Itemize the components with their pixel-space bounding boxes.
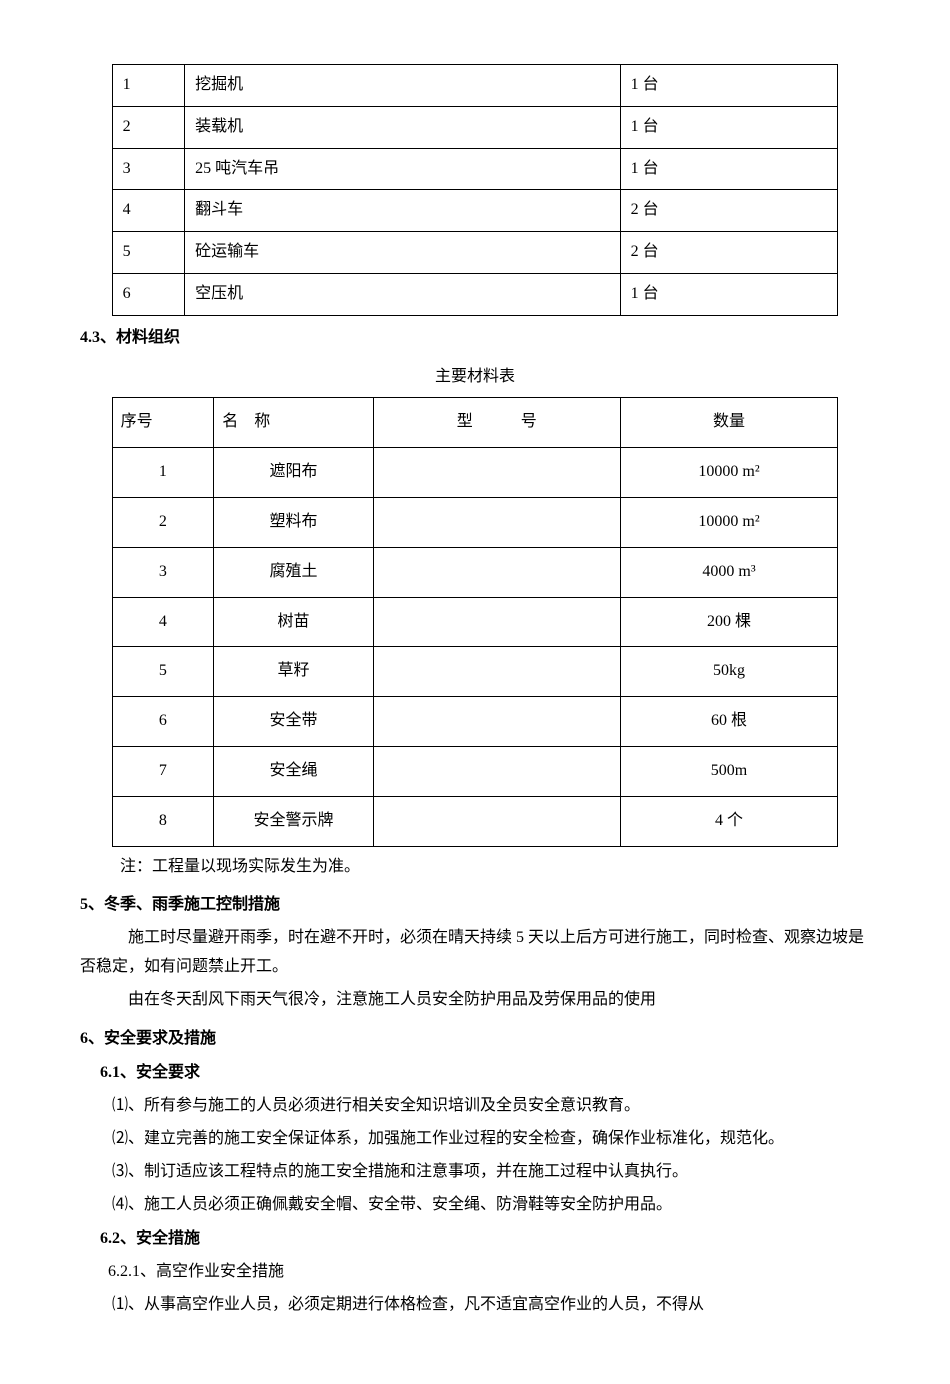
equip-qty: 1 台	[620, 106, 838, 148]
mat-name: 安全警示牌	[214, 796, 374, 846]
materials-note: 注：工程量以现场实际发生为准。	[120, 853, 870, 882]
materials-table-body: 序号 名 称 型 号 数量 1 遮阳布 10000 m² 2 塑料布 10000…	[112, 398, 838, 846]
table-row: 3 腐殖土 4000 m³	[112, 547, 838, 597]
equip-num: 1	[112, 65, 185, 107]
equip-qty: 1 台	[620, 148, 838, 190]
materials-table: 序号 名 称 型 号 数量 1 遮阳布 10000 m² 2 塑料布 10000…	[112, 397, 839, 846]
equip-name: 25 吨汽车吊	[185, 148, 620, 190]
section-6-1-item-3: ⑶、制订适应该工程特点的施工安全措施和注意事项，并在施工过程中认真执行。	[112, 1158, 870, 1187]
table-row: 5 草籽 50kg	[112, 647, 838, 697]
col-model: 型 号	[373, 398, 620, 448]
mat-qty: 200 棵	[620, 597, 838, 647]
equip-qty: 2 台	[620, 190, 838, 232]
equip-qty: 1 台	[620, 65, 838, 107]
mat-model	[373, 448, 620, 498]
equip-name: 砼运输车	[185, 232, 620, 274]
materials-table-caption: 主要材料表	[80, 363, 870, 392]
table-row: 5 砼运输车 2 台	[112, 232, 838, 274]
equip-num: 5	[112, 232, 185, 274]
section-6-1-item-1: ⑴、所有参与施工的人员必须进行相关安全知识培训及全员安全意识教育。	[112, 1092, 870, 1121]
table-row: 2 塑料布 10000 m²	[112, 497, 838, 547]
table-row: 8 安全警示牌 4 个	[112, 796, 838, 846]
mat-qty: 4000 m³	[620, 547, 838, 597]
section-5-para-1: 施工时尽量避开雨季，时在避不开时，必须在晴天持续 5 天以上后方可进行施工，同时…	[80, 924, 870, 982]
equip-name: 装载机	[185, 106, 620, 148]
table-row: 4 树苗 200 棵	[112, 597, 838, 647]
equip-qty: 2 台	[620, 232, 838, 274]
mat-name: 安全带	[214, 697, 374, 747]
section-6-1-item-4: ⑷、施工人员必须正确佩戴安全帽、安全带、安全绳、防滑鞋等安全防护用品。	[112, 1191, 870, 1220]
mat-name: 塑料布	[214, 497, 374, 547]
table-row: 2 装载机 1 台	[112, 106, 838, 148]
mat-name: 腐殖土	[214, 547, 374, 597]
section-4-3-heading: 4.3、材料组织	[80, 324, 870, 353]
section-6-2-1-item-1: ⑴、从事高空作业人员，必须定期进行体格检查，凡不适宜高空作业的人员，不得从	[112, 1291, 870, 1320]
mat-qty: 4 个	[620, 796, 838, 846]
mat-num: 1	[112, 448, 214, 498]
table-header-row: 序号 名 称 型 号 数量	[112, 398, 838, 448]
table-row: 7 安全绳 500m	[112, 746, 838, 796]
equip-num: 4	[112, 190, 185, 232]
mat-name: 树苗	[214, 597, 374, 647]
mat-model	[373, 697, 620, 747]
mat-name: 安全绳	[214, 746, 374, 796]
table-row: 6 安全带 60 根	[112, 697, 838, 747]
equip-name: 空压机	[185, 273, 620, 315]
mat-qty: 50kg	[620, 647, 838, 697]
equipment-table-body: 1 挖掘机 1 台 2 装载机 1 台 3 25 吨汽车吊 1 台 4 翻斗车 …	[112, 65, 838, 316]
mat-model	[373, 547, 620, 597]
mat-name: 草籽	[214, 647, 374, 697]
col-qty: 数量	[620, 398, 838, 448]
table-row: 4 翻斗车 2 台	[112, 190, 838, 232]
mat-num: 4	[112, 597, 214, 647]
equip-name: 翻斗车	[185, 190, 620, 232]
mat-model	[373, 497, 620, 547]
mat-num: 5	[112, 647, 214, 697]
mat-model	[373, 746, 620, 796]
section-6-2-1-title: 6.2.1、高空作业安全措施	[108, 1258, 870, 1287]
section-6-1-title: 6.1、安全要求	[100, 1059, 870, 1088]
section-6-title: 6、安全要求及措施	[80, 1025, 870, 1054]
mat-qty: 60 根	[620, 697, 838, 747]
mat-num: 7	[112, 746, 214, 796]
mat-qty: 500m	[620, 746, 838, 796]
col-seq: 序号	[112, 398, 214, 448]
equip-num: 6	[112, 273, 185, 315]
mat-model	[373, 647, 620, 697]
col-name: 名 称	[214, 398, 374, 448]
mat-name: 遮阳布	[214, 448, 374, 498]
mat-model	[373, 796, 620, 846]
mat-num: 6	[112, 697, 214, 747]
equip-num: 3	[112, 148, 185, 190]
section-6-2-title: 6.2、安全措施	[100, 1225, 870, 1254]
section-5-title: 5、冬季、雨季施工控制措施	[80, 891, 870, 920]
table-row: 1 遮阳布 10000 m²	[112, 448, 838, 498]
table-row: 1 挖掘机 1 台	[112, 65, 838, 107]
table-row: 3 25 吨汽车吊 1 台	[112, 148, 838, 190]
equip-qty: 1 台	[620, 273, 838, 315]
equip-num: 2	[112, 106, 185, 148]
mat-num: 3	[112, 547, 214, 597]
section-5-para-2: 由在冬天刮风下雨天气很冷，注意施工人员安全防护用品及劳保用品的使用	[80, 986, 870, 1015]
mat-num: 8	[112, 796, 214, 846]
mat-num: 2	[112, 497, 214, 547]
equipment-table: 1 挖掘机 1 台 2 装载机 1 台 3 25 吨汽车吊 1 台 4 翻斗车 …	[112, 64, 839, 316]
table-row: 6 空压机 1 台	[112, 273, 838, 315]
mat-qty: 10000 m²	[620, 448, 838, 498]
mat-qty: 10000 m²	[620, 497, 838, 547]
equip-name: 挖掘机	[185, 65, 620, 107]
mat-model	[373, 597, 620, 647]
section-6-1-item-2: ⑵、建立完善的施工安全保证体系，加强施工作业过程的安全检查，确保作业标准化，规范…	[80, 1125, 870, 1154]
